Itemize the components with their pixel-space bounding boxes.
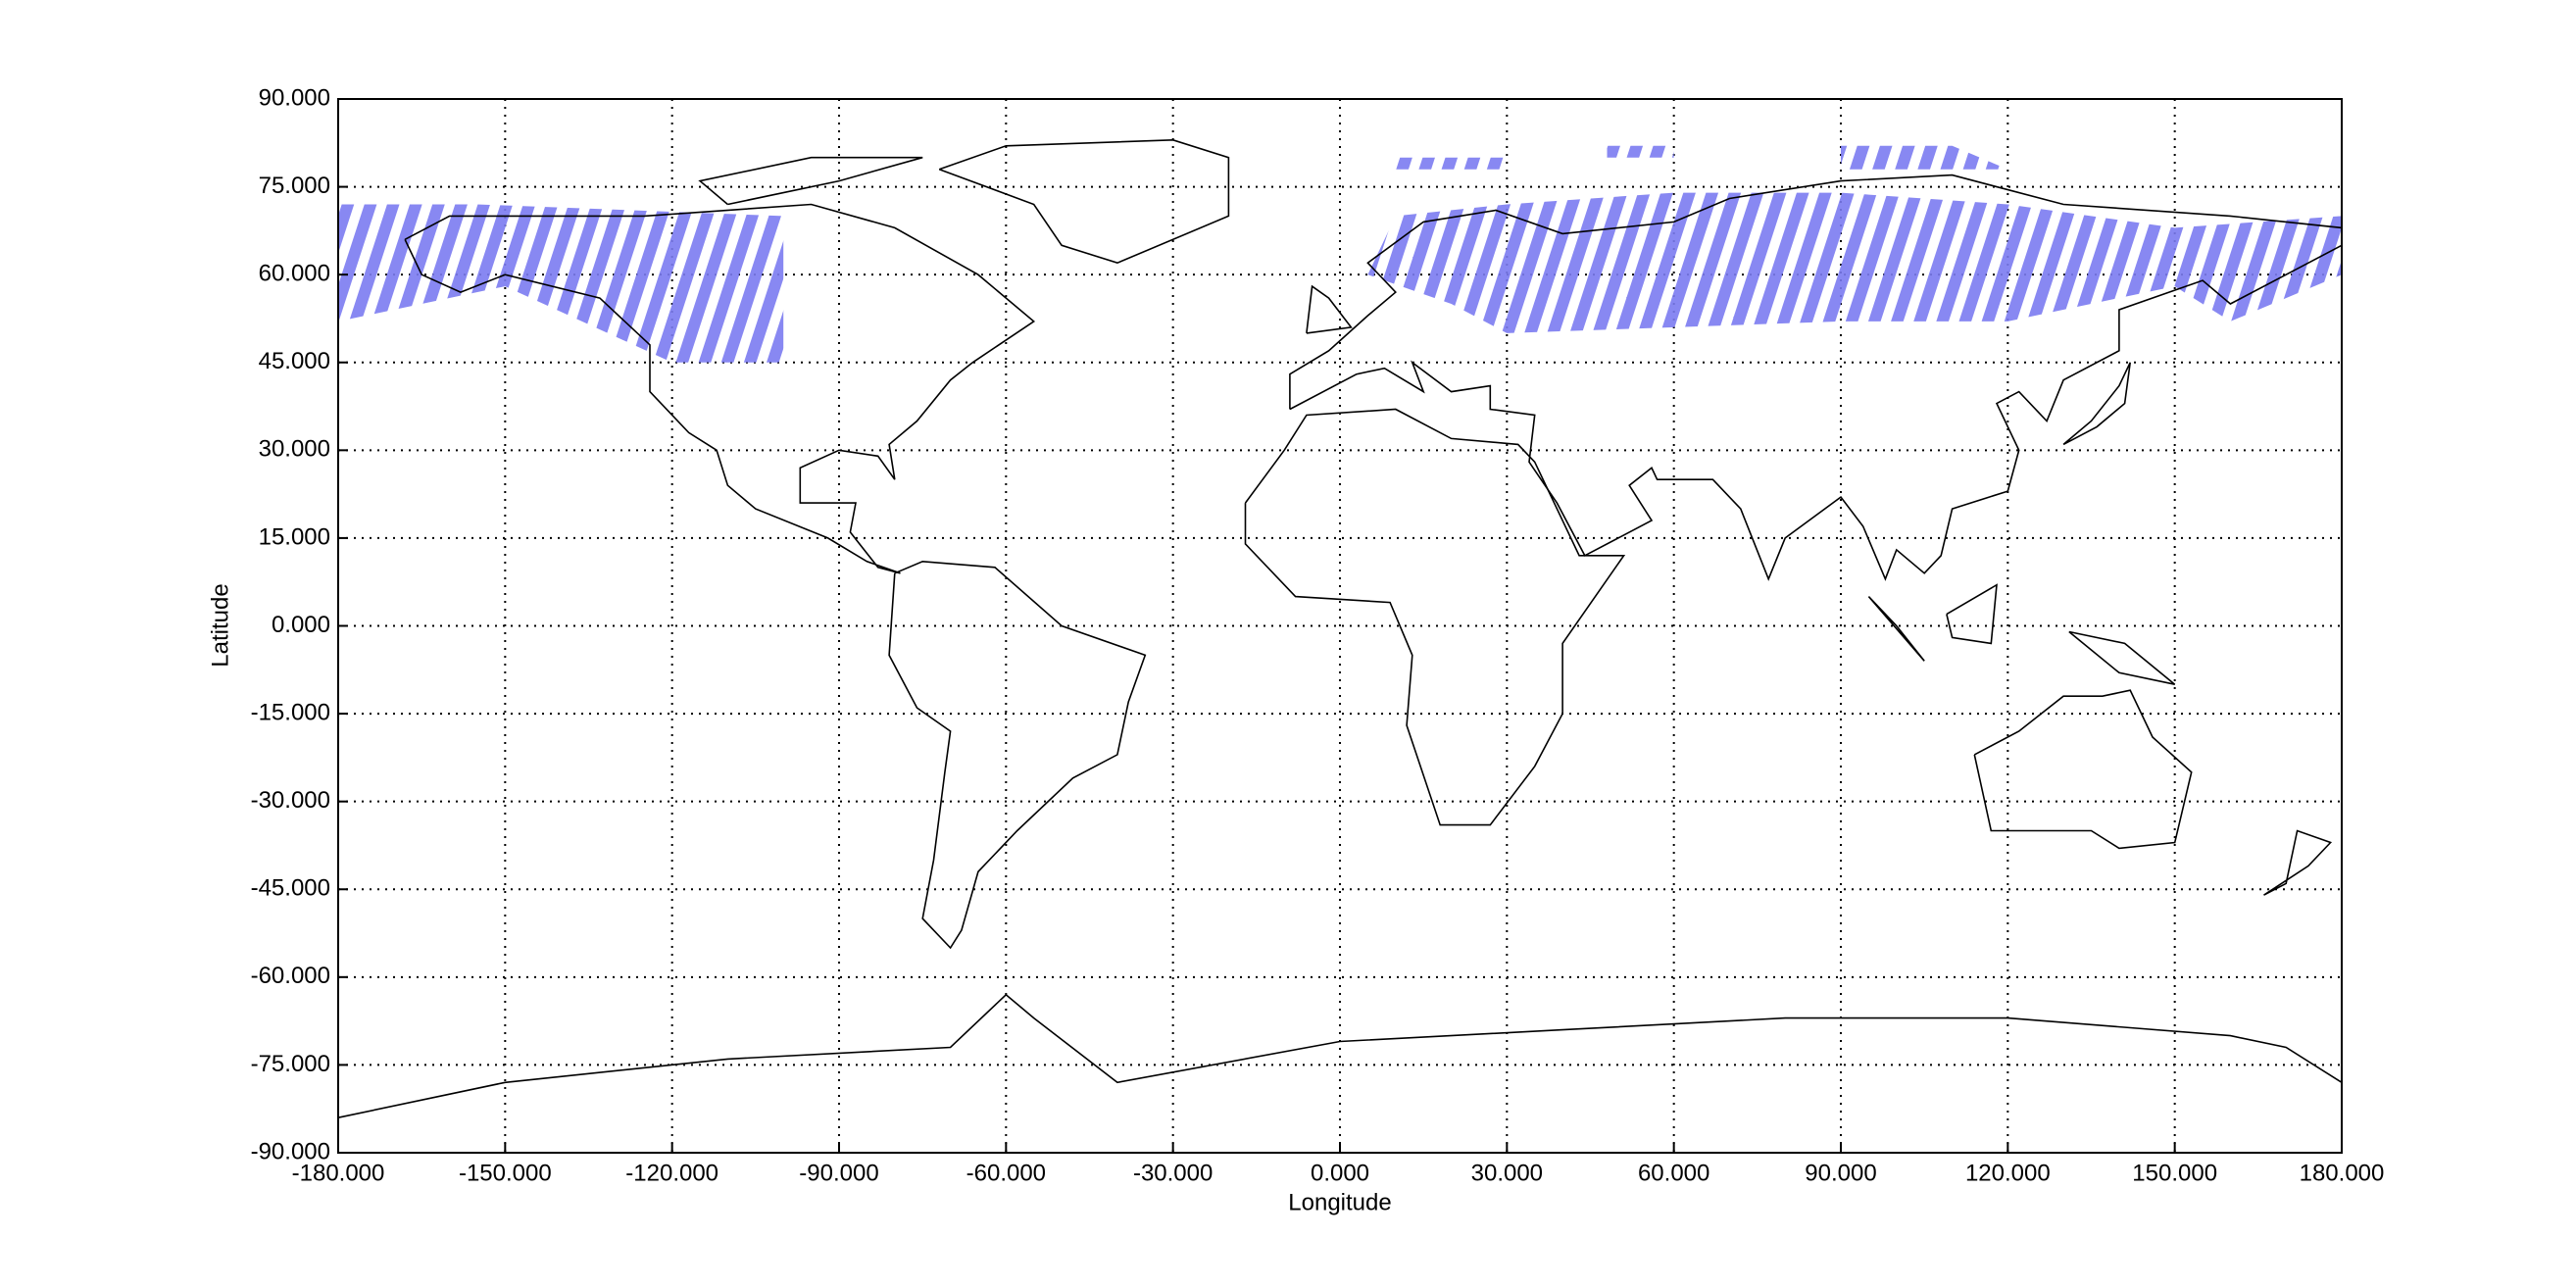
swath	[338, 204, 784, 363]
y-tick-label: 45.000	[259, 348, 330, 374]
coastline	[1306, 284, 1353, 334]
swath	[1607, 145, 1674, 158]
swath	[1841, 145, 2008, 170]
coastlines	[337, 138, 2343, 1118]
x-tick-label: -60.000	[966, 1160, 1046, 1186]
coastline	[1289, 173, 2343, 581]
y-tick-label: 0.000	[272, 612, 330, 638]
coastline	[1244, 408, 1626, 826]
coastline	[1867, 596, 1925, 662]
coastline	[1973, 689, 2193, 850]
coastline	[888, 560, 1147, 950]
y-tick-label: 60.000	[259, 261, 330, 287]
coastline	[404, 203, 1036, 574]
x-tick-label: 90.000	[1805, 1160, 1876, 1186]
y-tick-label: -30.000	[251, 787, 330, 814]
y-tick-label: -75.000	[251, 1051, 330, 1077]
x-axis-label: Longitude	[1288, 1189, 1391, 1215]
x-tick-label: 120.000	[1965, 1160, 2051, 1186]
x-tick-label: 150.000	[2132, 1160, 2217, 1186]
y-tick-label: 30.000	[259, 436, 330, 463]
coastline	[938, 138, 1230, 265]
y-tick-label: 15.000	[259, 523, 330, 550]
swath	[1395, 157, 1508, 170]
coastline	[2068, 630, 2176, 685]
y-tick-label: -45.000	[251, 875, 330, 902]
y-tick-label: -90.000	[251, 1138, 330, 1164]
x-tick-label: 60.000	[1638, 1160, 1709, 1186]
y-tick-label: -60.000	[251, 963, 330, 989]
x-tick-label: 30.000	[1471, 1160, 1543, 1186]
coastline	[698, 156, 923, 206]
y-tick-label: 90.000	[259, 84, 330, 111]
y-tick-label: 75.000	[259, 173, 330, 199]
x-tick-label: 0.000	[1311, 1160, 1369, 1186]
x-tick-label: -120.000	[625, 1160, 718, 1186]
coastline	[1946, 583, 1998, 645]
x-tick-label: -180.000	[292, 1160, 385, 1186]
coastline	[2263, 829, 2333, 896]
x-tick-label: -30.000	[1133, 1160, 1213, 1186]
x-tick-label: -90.000	[799, 1160, 878, 1186]
y-axis-label: Latitude	[207, 583, 233, 667]
coastline	[2062, 362, 2131, 446]
y-tick-label: -15.000	[251, 699, 330, 725]
x-tick-label: -150.000	[459, 1160, 552, 1186]
coastline	[337, 993, 2343, 1118]
x-tick-label: 180.000	[2300, 1160, 2385, 1186]
